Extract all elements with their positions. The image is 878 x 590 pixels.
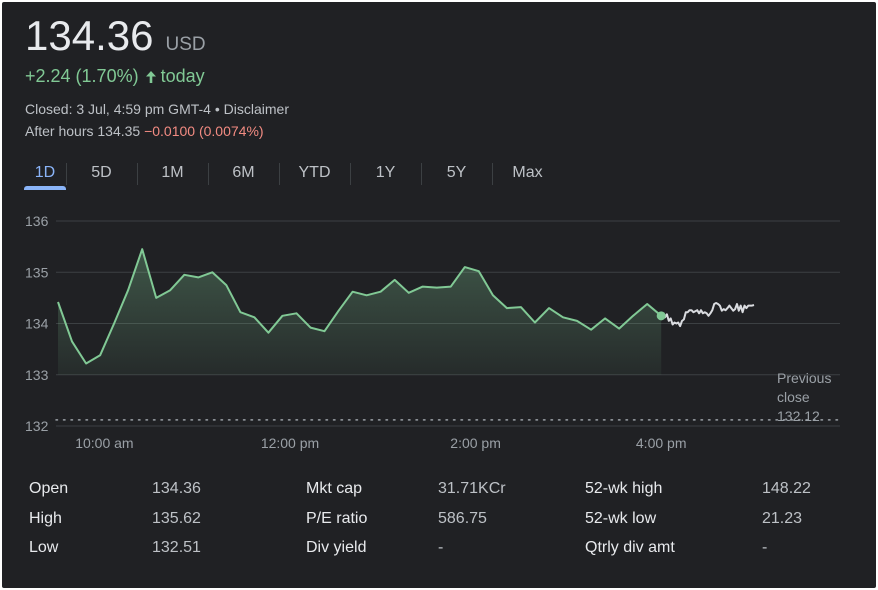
stat-label-high: High — [29, 510, 62, 527]
tab-ytd[interactable]: YTD — [279, 162, 350, 190]
range-tabs: 1D 5D 1M 6M YTD 1Y 5Y Max — [24, 162, 563, 190]
price-row: 134.36 USD — [25, 12, 206, 60]
x-tick-label: 10:00 am — [75, 435, 133, 451]
tab-1d[interactable]: 1D — [24, 162, 66, 190]
y-tick-label: 134 — [25, 316, 49, 332]
stat-label-low: Low — [29, 539, 59, 556]
y-tick-label: 132 — [25, 418, 49, 434]
current-price: 134.36 — [25, 12, 154, 59]
disclaimer-link[interactable]: Disclaimer — [223, 101, 289, 117]
after-hours-line — [660, 302, 755, 328]
tab-max[interactable]: Max — [492, 162, 563, 190]
stat-label-mkt-cap: Mkt cap — [306, 480, 363, 497]
regular-session-line — [57, 248, 662, 365]
stat-value-div-yield: - — [438, 539, 444, 556]
previous-close-label: Previous close 132.12 — [777, 370, 831, 424]
stat-value-qtrly-div: - — [762, 539, 768, 556]
stat-value-high: 135.62 — [152, 510, 201, 527]
y-tick-label: 133 — [25, 367, 49, 383]
y-tick-label: 136 — [25, 213, 49, 229]
stat-value-low: 132.51 — [152, 539, 201, 556]
y-tick-label: 135 — [25, 264, 49, 280]
stat-label-52wk-low: 52-wk low — [585, 510, 657, 527]
key-stats-table: Open 134.36 High 135.62 Low 132.51 Mkt c… — [29, 480, 849, 570]
regular-session-area — [58, 249, 662, 375]
tab-5d[interactable]: 5D — [66, 162, 137, 190]
tab-6m[interactable]: 6M — [208, 162, 279, 190]
after-hours-change: −0.0100 (0.0074%) — [144, 123, 264, 139]
stat-label-open: Open — [29, 480, 69, 497]
stat-value-mkt-cap: 31.71KCr — [438, 480, 506, 497]
stat-label-52wk-high: 52-wk high — [585, 480, 663, 497]
price-chart[interactable]: 132 133 134 135 136 10:00 am 12:00 pm 2:00 pm 4:… — [2, 2, 876, 472]
daily-change: +2.24 (1.70%) today — [25, 66, 205, 87]
change-value: +2.24 (1.70%) — [25, 66, 139, 86]
tab-1y[interactable]: 1Y — [350, 162, 421, 190]
tab-5y[interactable]: 5Y — [421, 162, 492, 190]
x-tick-label: 2:00 pm — [450, 435, 501, 451]
stat-value-52wk-low: 21.23 — [762, 510, 803, 527]
stat-label-div-yield: Div yield — [306, 539, 367, 556]
x-tick-label: 12:00 pm — [261, 435, 319, 451]
after-hours-price: After hours 134.35 — [25, 123, 141, 139]
currency-label: USD — [165, 34, 206, 55]
stat-value-pe-ratio: 586.75 — [438, 510, 487, 527]
x-tick-label: 4:00 pm — [636, 435, 687, 451]
stat-label-qtrly-div: Qtrly div amt — [585, 539, 675, 556]
stat-label-pe-ratio: P/E ratio — [306, 510, 368, 527]
stat-value-open: 134.36 — [152, 480, 201, 497]
closed-info: Closed: 3 Jul, 4:59 pm GMT-4 • Disclaime… — [25, 101, 289, 117]
tab-1m[interactable]: 1M — [137, 162, 208, 190]
market-close-marker — [656, 311, 666, 321]
stat-value-52wk-high: 148.22 — [762, 480, 811, 497]
closed-text: Closed: 3 Jul, 4:59 pm GMT-4 • — [25, 101, 220, 117]
after-hours-info: After hours 134.35 −0.0100 (0.0074%) — [25, 123, 264, 139]
arrow-up-icon — [145, 70, 156, 83]
change-period: today — [160, 66, 205, 86]
